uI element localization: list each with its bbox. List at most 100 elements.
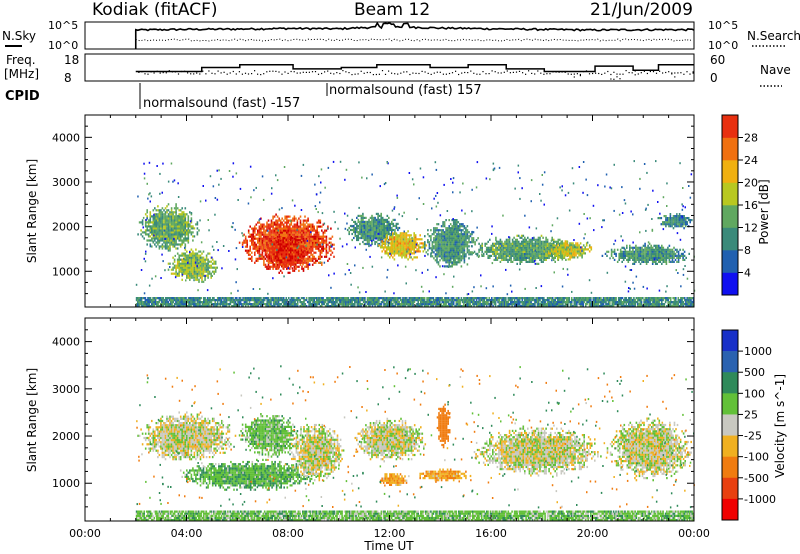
heatmap-cell bbox=[170, 217, 173, 220]
heatmap-cell bbox=[282, 239, 284, 242]
heatmap-cell bbox=[677, 221, 679, 224]
heatmap-cell bbox=[205, 268, 208, 271]
heatmap-cell bbox=[175, 233, 177, 236]
heatmap-cell bbox=[386, 232, 389, 236]
heatmap-cell bbox=[496, 250, 499, 253]
heatmap-cell bbox=[476, 252, 479, 255]
heatmap-cell bbox=[163, 217, 165, 220]
heatmap-cell bbox=[537, 240, 540, 243]
heatmap-cell bbox=[157, 231, 159, 234]
heatmap-cell bbox=[282, 263, 284, 266]
heatmap-cell bbox=[195, 299, 197, 302]
heatmap-cell bbox=[307, 227, 309, 230]
heatmap-cell bbox=[511, 244, 514, 247]
heatmap-cell bbox=[656, 252, 658, 255]
heatmap-cell bbox=[222, 305, 224, 308]
heatmap-cell bbox=[180, 305, 182, 308]
heatmap-cell bbox=[192, 252, 194, 255]
heatmap-cell bbox=[167, 231, 170, 234]
heatmap-cell bbox=[195, 272, 197, 275]
heatmap-cell bbox=[260, 255, 262, 258]
heatmap-cell bbox=[161, 231, 164, 234]
heatmap-cell bbox=[514, 242, 517, 245]
heatmap-cell bbox=[569, 250, 571, 253]
heatmap-cell bbox=[269, 229, 271, 232]
heatmap-cell bbox=[266, 247, 268, 250]
heatmap-cell bbox=[525, 258, 528, 261]
heatmap-cell bbox=[457, 221, 460, 224]
heatmap-cell bbox=[270, 219, 273, 222]
heatmap-cell bbox=[189, 254, 191, 257]
heatmap-cell bbox=[401, 246, 403, 249]
heatmap-cell bbox=[633, 256, 636, 259]
heatmap-cell bbox=[665, 221, 667, 224]
heatmap-cell bbox=[158, 299, 161, 302]
heatmap-cell bbox=[378, 228, 381, 232]
heatmap-cell bbox=[263, 239, 265, 242]
heatmap-cell bbox=[287, 257, 289, 260]
heatmap-cell bbox=[684, 223, 687, 226]
heatmap-cell bbox=[369, 236, 372, 240]
heatmap-cell bbox=[673, 250, 675, 253]
heatmap-cell bbox=[193, 256, 196, 259]
heatmap-cell bbox=[540, 250, 543, 253]
heatmap-cell bbox=[246, 241, 248, 244]
heatmap-cell bbox=[534, 240, 537, 243]
heatmap-cell bbox=[445, 265, 447, 268]
heatmap-cell bbox=[375, 226, 378, 230]
heatmap-cell bbox=[137, 303, 139, 306]
heatmap-cell bbox=[639, 256, 642, 259]
heatmap-cell bbox=[190, 217, 193, 220]
nave-point bbox=[357, 73, 359, 75]
heatmap-cell bbox=[490, 244, 493, 247]
heatmap-cell bbox=[331, 251, 334, 254]
heatmap-cell bbox=[184, 207, 187, 210]
heatmap-cell bbox=[293, 217, 296, 220]
heatmap-cell bbox=[463, 227, 466, 230]
heatmap-cell bbox=[281, 271, 283, 274]
heatmap-cell bbox=[321, 241, 323, 244]
heatmap-cell bbox=[192, 305, 195, 308]
heatmap-cell bbox=[210, 272, 212, 275]
heatmap-cell bbox=[184, 264, 187, 267]
heatmap-cell bbox=[146, 221, 148, 224]
heatmap-cell bbox=[182, 217, 185, 220]
heatmap-cell bbox=[169, 211, 171, 214]
nave-point bbox=[287, 72, 289, 74]
heatmap-cell bbox=[273, 229, 276, 232]
heatmap-cell bbox=[170, 209, 173, 212]
heatmap-cell bbox=[517, 242, 520, 245]
nave-point bbox=[531, 72, 533, 74]
heatmap-cell bbox=[404, 250, 406, 253]
heatmap-cell bbox=[157, 217, 159, 220]
heatmap-cell bbox=[293, 261, 295, 264]
nave-point bbox=[689, 73, 691, 75]
heatmap-cell bbox=[164, 229, 167, 232]
heatmap-cell bbox=[297, 255, 300, 258]
heatmap-cell bbox=[386, 224, 389, 228]
heatmap-cell bbox=[401, 248, 403, 251]
heatmap-cell bbox=[359, 230, 361, 234]
heatmap-cell bbox=[277, 249, 280, 252]
heatmap-cell bbox=[481, 248, 483, 251]
heatmap-cell bbox=[321, 249, 323, 252]
heatmap-cell bbox=[468, 257, 470, 260]
heatmap-cell bbox=[298, 233, 300, 236]
heatmap-cell bbox=[405, 242, 408, 245]
heatmap-cell bbox=[656, 250, 658, 253]
heatmap-cell bbox=[446, 259, 449, 262]
heatmap-cell bbox=[481, 250, 483, 253]
heatmap-cell bbox=[173, 303, 176, 306]
heatmap-cell bbox=[504, 250, 506, 253]
heatmap-cell bbox=[193, 262, 196, 265]
heatmap-cell bbox=[671, 219, 673, 222]
heatmap-cell bbox=[214, 305, 216, 308]
heatmap-cell bbox=[161, 247, 164, 250]
heatmap-cell bbox=[452, 229, 455, 232]
heatmap-cell bbox=[552, 238, 555, 241]
heatmap-cell bbox=[381, 238, 384, 242]
heatmap-cell bbox=[621, 254, 623, 257]
heatmap-cell bbox=[392, 228, 395, 232]
heatmap-cell bbox=[300, 253, 303, 256]
heatmap-cell bbox=[510, 248, 512, 251]
